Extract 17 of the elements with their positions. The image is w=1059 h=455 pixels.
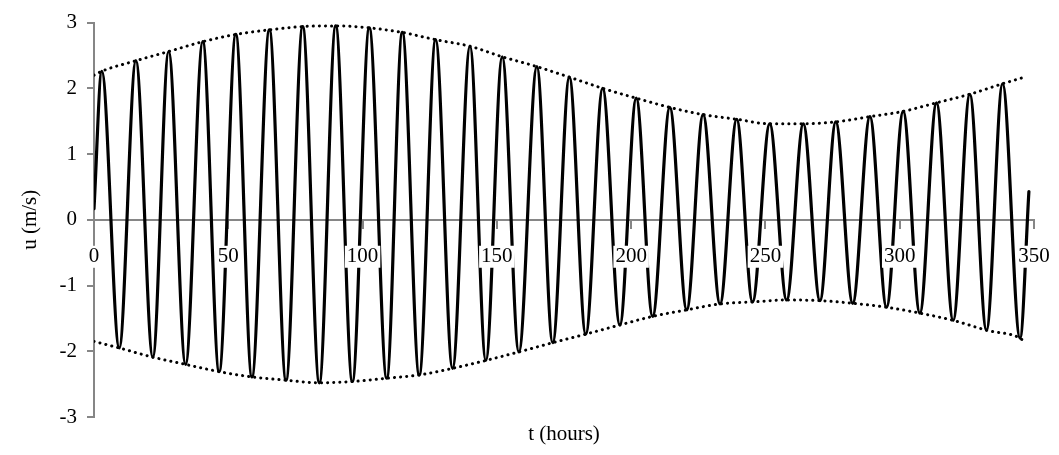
x-tick-label: 350 xyxy=(1018,243,1050,268)
x-tick-label: 0 xyxy=(88,243,100,268)
y-tick-label: 0 xyxy=(66,206,77,231)
y-tick-label: 2 xyxy=(66,74,77,99)
x-tick-label: 100 xyxy=(346,243,379,268)
x-tick-label: 250 xyxy=(749,243,782,268)
x-tick-label: 50 xyxy=(217,243,239,268)
y-tick-label: -2 xyxy=(59,337,77,362)
y-tick-label: -3 xyxy=(59,403,77,428)
x-tick-label: 150 xyxy=(481,243,513,268)
y-tick-label: -1 xyxy=(59,272,77,297)
x-tick-label: 300 xyxy=(883,243,916,268)
y-tick-label: 1 xyxy=(66,140,77,165)
y-axis-title: u (m/s) xyxy=(16,189,41,250)
y-tick-label: 3 xyxy=(66,9,77,34)
x-tick-label: 200 xyxy=(615,243,647,268)
x-axis-title: t (hours) xyxy=(528,420,600,445)
